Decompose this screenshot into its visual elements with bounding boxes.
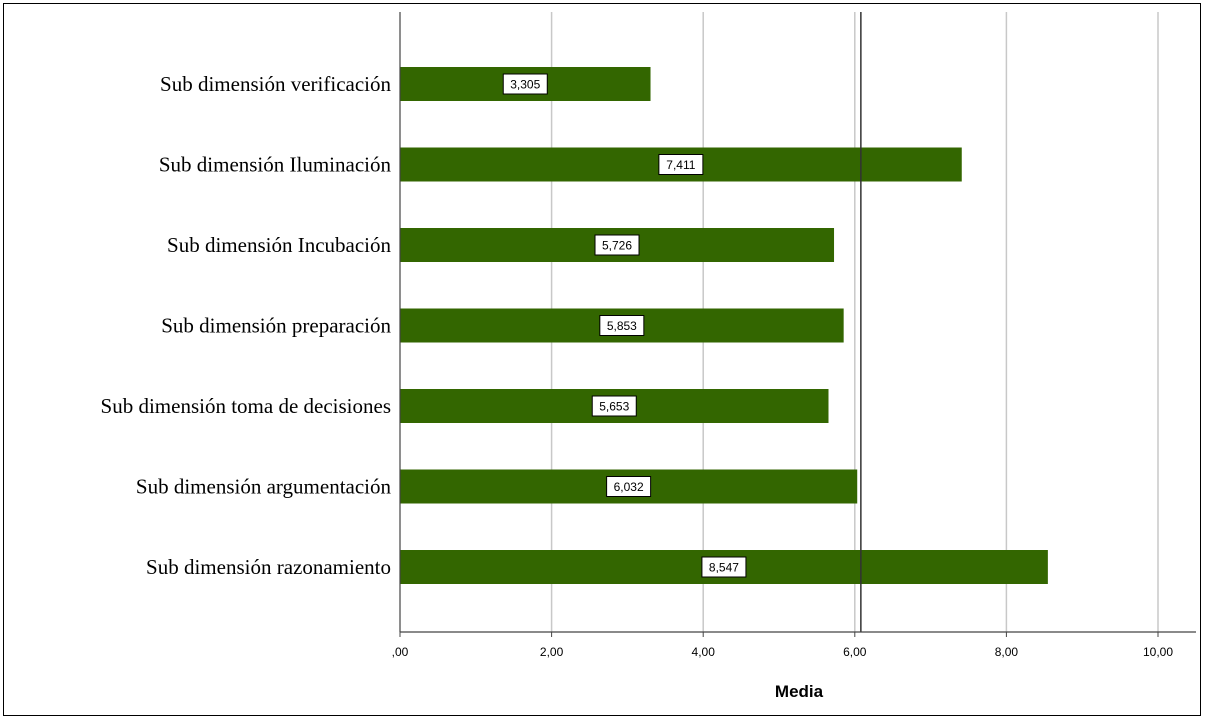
axes [399, 12, 1196, 637]
category-label-6: Sub dimensión razonamiento [146, 555, 391, 579]
data-label-6: 8,547 [709, 561, 739, 575]
chart-frame [3, 3, 1201, 716]
x-tick-label-4: 8,00 [995, 645, 1019, 659]
category-label-5: Sub dimensión argumentación [136, 475, 392, 499]
data-label-box-0 [502, 73, 548, 95]
data-label-1: 7,411 [666, 158, 695, 172]
data-label-4: 5,653 [599, 400, 629, 414]
data-label-3: 5,853 [607, 319, 637, 333]
x-tick-label-0: ,00 [392, 645, 409, 659]
category-label-1: Sub dimensión Iluminación [159, 153, 392, 177]
data-label-box-1 [658, 154, 704, 175]
data-label-box-2 [594, 234, 640, 256]
x-tick-label-2: 4,00 [692, 645, 716, 659]
x-axis-title: Media [775, 682, 824, 701]
bars [400, 67, 1048, 584]
category-label-3: Sub dimensión preparación [161, 314, 391, 338]
data-label-box-4 [591, 395, 637, 417]
category-label-2: Sub dimensión Incubación [167, 233, 391, 257]
x-tick-label-3: 6,00 [843, 645, 867, 659]
category-label-0: Sub dimensión verificación [160, 72, 391, 96]
labels: Sub dimensión verificación 3,305 Sub dimen… [101, 72, 1174, 659]
data-label-5: 6,032 [614, 480, 644, 494]
category-label-4: Sub dimensión toma de decisiones [101, 394, 391, 418]
data-label-2: 5,726 [602, 239, 632, 253]
data-label-box-3 [599, 315, 645, 336]
data-label-box-5 [606, 476, 652, 497]
data-label-box-6 [701, 556, 747, 578]
x-tick-label-1: 2,00 [540, 645, 564, 659]
data-label-0: 3,305 [510, 78, 540, 92]
x-tick-label-5: 10,00 [1143, 645, 1173, 659]
